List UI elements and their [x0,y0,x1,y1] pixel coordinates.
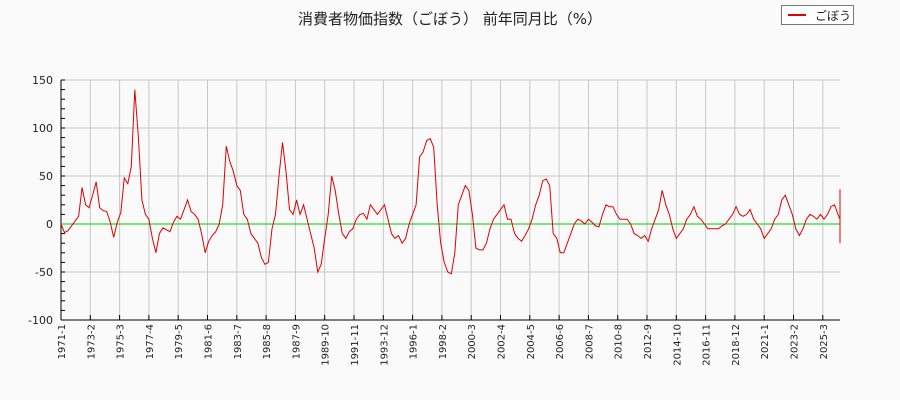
x-tick-label: 1977-4 [145,324,156,359]
y-tick-label: 100 [32,122,53,135]
legend-swatch-icon [788,14,806,16]
x-tick-label: 2018-12 [731,324,742,366]
y-tick-label: 0 [46,218,53,231]
x-tick-label: 1983-7 [233,324,244,359]
grid-lines [61,79,840,321]
x-tick-label: 2006-6 [555,324,566,359]
chart-title: 消費者物価指数（ごぼう） 前年同月比（%） [297,10,603,28]
y-tick-label: -100 [28,314,53,327]
x-tick-label: 1981-6 [204,324,215,359]
x-tick-label: 1971-1 [57,324,68,359]
x-tick-label: 2014-10 [672,324,683,366]
legend-label: ごぼう [815,8,852,23]
x-tick-label: 1973-2 [86,324,97,359]
x-tick-label: 2016-11 [702,324,713,366]
x-tick-label: 1985-8 [262,324,273,359]
x-tick-label: 1975-3 [116,324,127,359]
series-line-gobou [60,89,841,275]
x-tick-label: 2002-4 [497,324,508,359]
x-tick-label: 1991-11 [350,324,361,366]
x-tick-label: 1979-5 [174,324,185,359]
x-tick-label: 1993-12 [379,324,390,366]
x-tick-label: 1998-2 [438,324,449,359]
x-tick-label: 2023-2 [790,324,801,359]
y-tick-label: -50 [35,266,53,279]
x-tick-label: 2021-1 [760,324,771,359]
x-tick-label: 2004-5 [526,324,537,359]
legend: ごぼう [781,5,854,25]
x-tick-label: 1996-1 [409,324,420,359]
y-tick-label: 50 [39,170,53,183]
x-axis: 1971-1 1973-2 1975-3 1977-4 1979-5 1981-6 1983… [57,315,840,366]
x-tick-label: 2008-7 [584,324,595,359]
y-axis: 150 100 50 0 -50 -100 [28,74,65,327]
y-tick-label: 150 [32,74,53,87]
x-tick-label: 2012-9 [643,324,654,359]
x-tick-label: 1989-10 [321,324,332,366]
x-tick-label: 1987-9 [291,324,302,359]
x-tick-label: 2000-3 [467,324,478,359]
x-tick-label: 2010-8 [614,324,625,359]
x-tick-label: 2025-3 [819,324,830,359]
